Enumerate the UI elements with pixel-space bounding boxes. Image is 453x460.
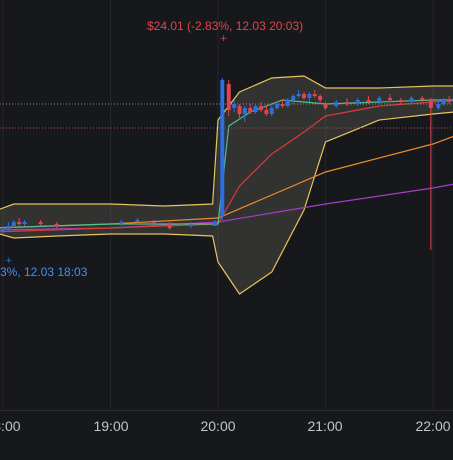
low-price-annotation: 3%, 12.03 18:03 bbox=[0, 265, 87, 279]
candle-body bbox=[291, 96, 295, 100]
time-axis: 18:00 19:00 20:00 21:00 22:00 bbox=[0, 410, 453, 460]
candle-body bbox=[377, 98, 381, 102]
candle-body bbox=[227, 84, 231, 110]
candle-body bbox=[318, 96, 322, 100]
time-axis-tick: 19:00 bbox=[93, 418, 128, 434]
candle-body bbox=[436, 104, 440, 108]
candle-body bbox=[264, 110, 268, 114]
candle-body bbox=[6, 226, 10, 230]
candle-body bbox=[410, 98, 414, 102]
candle-body bbox=[12, 222, 16, 226]
bollinger-band bbox=[0, 76, 453, 294]
candle-body bbox=[254, 106, 258, 112]
candle-body bbox=[213, 222, 217, 226]
time-axis-tick: 22:00 bbox=[415, 418, 450, 434]
candle-body bbox=[429, 100, 433, 108]
candle-body bbox=[275, 104, 279, 108]
candle-body bbox=[23, 222, 27, 224]
candle-body bbox=[345, 102, 349, 104]
candle-body bbox=[356, 100, 360, 104]
candle-body bbox=[17, 222, 21, 224]
candle-body bbox=[39, 222, 43, 224]
candle-body bbox=[442, 100, 446, 104]
candle-body bbox=[307, 94, 311, 98]
time-axis-tick: 21:00 bbox=[307, 418, 342, 434]
candle-body bbox=[189, 224, 193, 226]
candle-body bbox=[420, 98, 424, 100]
time-axis-tick: 20:00 bbox=[200, 418, 235, 434]
candle-body bbox=[168, 224, 172, 228]
candle-body bbox=[152, 222, 156, 224]
candle-body bbox=[297, 94, 301, 96]
time-axis-tick: 18:00 bbox=[0, 418, 21, 434]
candle-body bbox=[313, 94, 317, 96]
candle-body bbox=[447, 100, 451, 102]
candle-body bbox=[220, 80, 224, 216]
candle-body bbox=[259, 106, 263, 110]
candle-body bbox=[399, 100, 403, 102]
candle-body bbox=[324, 104, 328, 108]
candle-body bbox=[119, 222, 123, 224]
candle-body bbox=[270, 108, 274, 114]
candle-body bbox=[238, 106, 242, 114]
candle-body bbox=[302, 94, 306, 98]
high-price-annotation: $24.01 (-2.83%, 12.03 20:03) bbox=[147, 19, 303, 33]
candle-body bbox=[367, 100, 371, 102]
candle-body bbox=[388, 98, 392, 100]
candle-body bbox=[243, 108, 247, 114]
candle-body bbox=[286, 100, 290, 106]
candle-body bbox=[232, 104, 236, 108]
candle-body bbox=[55, 224, 59, 226]
candle-body bbox=[334, 102, 338, 106]
candle-body bbox=[248, 108, 252, 112]
high-marker: + bbox=[220, 34, 228, 44]
candle-body bbox=[1, 230, 5, 232]
candle-body bbox=[135, 220, 139, 222]
candle-body bbox=[281, 104, 285, 106]
